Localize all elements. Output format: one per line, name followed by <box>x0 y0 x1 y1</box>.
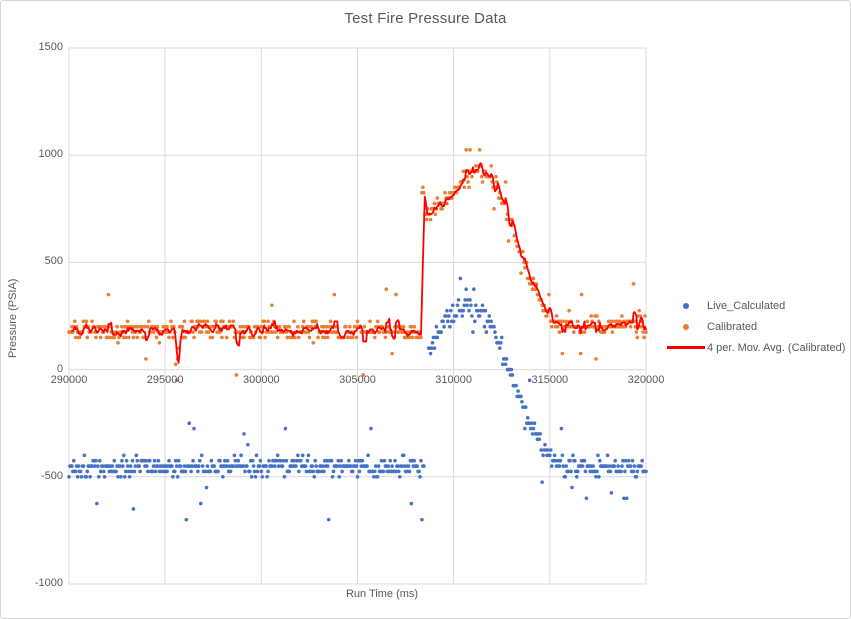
legend-item-live-calculated[interactable]: Live_Calculated <box>667 295 849 316</box>
x-tick-label: 315000 <box>531 373 569 386</box>
chart-title[interactable]: Test Fire Pressure Data <box>344 10 507 27</box>
x-tick-label: 300000 <box>242 373 280 386</box>
x-tick-label: 320000 <box>627 373 665 386</box>
y-tick-label: 0 <box>56 362 63 375</box>
legend-item-moving-average[interactable]: 4 per. Mov. Avg. (Calibrated) <box>667 337 849 358</box>
legend: Live_Calculated Calibrated 4 per. Mov. A… <box>667 295 849 358</box>
legend-label: Calibrated <box>707 320 758 333</box>
legend-label: 4 per. Mov. Avg. (Calibrated) <box>707 341 846 354</box>
legend-item-calibrated[interactable]: Calibrated <box>667 316 849 337</box>
x-axis-title: Run Time (ms) <box>345 588 419 600</box>
y-tick-label: 1500 <box>38 41 63 53</box>
x-tick-label: 305000 <box>339 373 376 386</box>
y-tick-label: 1000 <box>38 148 63 161</box>
y-tick-label: 500 <box>44 255 63 268</box>
x-tick-label: 310000 <box>435 373 473 386</box>
y-tick-label: -500 <box>40 469 63 482</box>
legend-marker-dot-orange <box>667 323 705 330</box>
legend-marker-line-red <box>667 346 705 349</box>
x-tick-label: 290000 <box>50 373 88 386</box>
y-tick-label: -1000 <box>34 577 63 589</box>
legend-marker-dot-blue <box>667 302 705 309</box>
x-tick-label: 295000 <box>146 373 184 386</box>
legend-label: Live_Calculated <box>707 299 786 312</box>
